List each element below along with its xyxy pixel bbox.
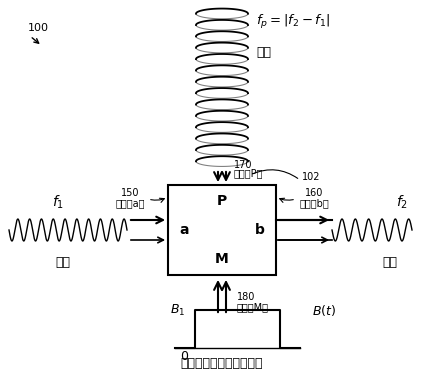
Text: 100: 100: [28, 23, 49, 33]
Text: 输入: 输入: [56, 255, 71, 268]
Text: $f_2$: $f_2$: [396, 193, 408, 211]
Text: 170: 170: [234, 160, 253, 170]
Text: $f_p = |f_2 - f_1|$: $f_p = |f_2 - f_1|$: [256, 13, 330, 31]
Text: $f_1$: $f_1$: [52, 193, 64, 211]
Text: 输出: 输出: [382, 255, 397, 268]
Text: $B(t)$: $B(t)$: [312, 303, 336, 318]
Text: 150: 150: [121, 188, 139, 198]
Text: a: a: [179, 223, 189, 237]
Text: （端口P）: （端口P）: [234, 168, 263, 178]
Text: 0: 0: [180, 350, 188, 363]
Text: 180: 180: [237, 292, 255, 302]
Text: $B_1$: $B_1$: [170, 303, 185, 318]
Text: 160: 160: [305, 188, 323, 198]
Text: （端口b）: （端口b）: [299, 198, 329, 208]
Text: 泵浦: 泵浦: [256, 45, 271, 58]
Text: （端口M）: （端口M）: [237, 302, 269, 312]
Text: （端口a）: （端口a）: [115, 198, 145, 208]
Text: 磁通量调制（方形脉冲）: 磁通量调制（方形脉冲）: [181, 357, 263, 370]
Text: P: P: [217, 194, 227, 208]
Bar: [168, 185, 276, 275]
Text: b: b: [255, 223, 265, 237]
Text: 102: 102: [302, 172, 321, 182]
Text: M: M: [215, 252, 229, 266]
